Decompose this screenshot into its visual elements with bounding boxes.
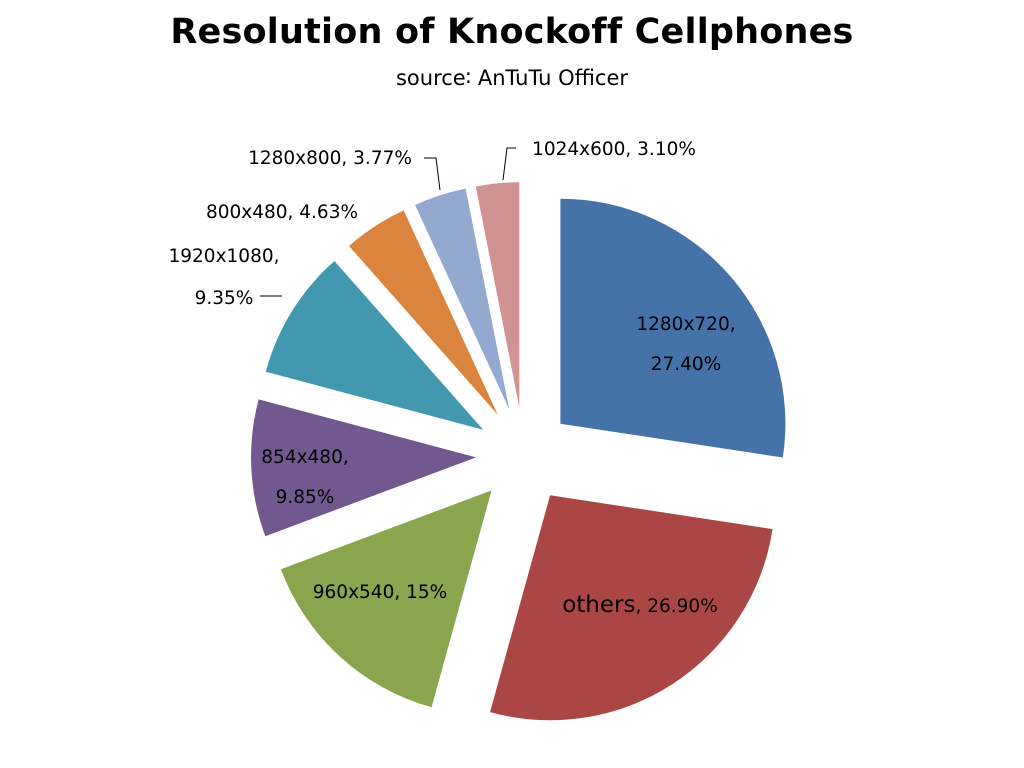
pie-slice-800x480 xyxy=(349,210,498,415)
slice-label-854x480: 854x480, 9.85% xyxy=(261,447,348,508)
slice-label-800x480: 800x480, 4.63% xyxy=(206,202,358,223)
slice-label-text: 1024x600, 3.10% xyxy=(532,139,696,160)
slice-label-others: others, 26.90% xyxy=(562,592,718,618)
pie-slice-1024x600 xyxy=(475,182,520,408)
slice-label-text: 960x540, 15% xyxy=(313,582,447,603)
pie-slice-1280x800 xyxy=(415,188,510,410)
pie-slice-others xyxy=(490,495,773,721)
pie-slice-960x540 xyxy=(280,490,492,708)
slice-label-name: 854x480, xyxy=(261,447,348,468)
pie-slice-1920x1080 xyxy=(265,260,484,430)
slice-label-text: 800x480, 4.63% xyxy=(206,202,358,223)
slice-label-name: 1920x1080, xyxy=(169,246,280,267)
pie-slice-1280x720 xyxy=(560,198,786,458)
slice-label-1024x600: 1024x600, 3.10% xyxy=(532,139,696,160)
slice-label-value: 9.85% xyxy=(276,487,335,508)
slice-label-value: 27.40% xyxy=(651,354,722,375)
slice-label-1920x1080: 1920x1080, 9.35% xyxy=(169,246,280,309)
slice-label-text: others, 26.90% xyxy=(562,592,718,618)
chart-title: Resolution of Knockoff Cellphones xyxy=(170,12,854,52)
slice-label-1280x720: 1280x720, 27.40% xyxy=(636,314,735,375)
slice-label-960x540: 960x540, 15% xyxy=(313,582,447,603)
slice-label-text: 1280x800, 3.77% xyxy=(248,148,412,169)
slice-label-name: 1280x720, xyxy=(636,314,735,335)
pie-slice-854x480 xyxy=(251,399,477,537)
slice-label-value: 9.35% xyxy=(195,288,254,309)
slice-label-1280x800: 1280x800, 3.77% xyxy=(248,148,412,169)
leader-line-1024x600 xyxy=(502,147,516,181)
chart-subtitle: source∶ AnTuTu Officer xyxy=(395,66,629,90)
leader-line-1280x800 xyxy=(424,157,441,191)
